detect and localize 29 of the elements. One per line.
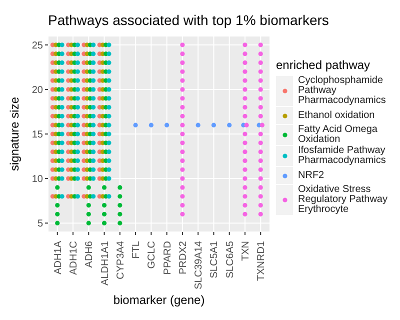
y-tick-label: 15 bbox=[32, 130, 44, 141]
legend-title: enriched pathway bbox=[276, 58, 372, 72]
x-tick-label: SLC6A5 bbox=[224, 240, 236, 278]
legend-label: Oxidative Stress Regulatory Pathway Erythrocyte bbox=[298, 184, 388, 215]
y-axis-title: signature size bbox=[7, 96, 22, 172]
x-tick-label: SLC5A1 bbox=[209, 240, 220, 278]
legend-label: Ethanol oxidation bbox=[298, 110, 375, 120]
x-tick-label: GCLC bbox=[146, 241, 158, 269]
legend-label: Fatty Acid Omega Oxidation bbox=[298, 124, 378, 145]
y-tick-label: 5 bbox=[37, 218, 44, 230]
legend-label: NRF2 bbox=[298, 170, 324, 180]
x-tick-label: FTL bbox=[131, 240, 142, 259]
x-axis-title: biomarker (gene) bbox=[113, 293, 205, 307]
x-tick-label: ADH1C bbox=[68, 241, 80, 275]
legend-label: Ifosfamide Pathway Pharmacodynamics bbox=[298, 145, 387, 166]
x-tick-label: CYP3A4 bbox=[115, 240, 126, 280]
y-tick-label: 10 bbox=[32, 174, 44, 186]
chart-title: Pathways associated with top 1% biomarkers bbox=[48, 12, 329, 28]
legend-label: Cyclophosphamide Pathway Pharmacodynamics bbox=[298, 75, 387, 106]
x-tick-label: PPARD bbox=[162, 241, 174, 275]
x-tick-label: ADH1A bbox=[52, 240, 64, 274]
x-tick-label: TXNRD1 bbox=[256, 240, 268, 282]
y-tick-label: 20 bbox=[32, 85, 44, 96]
y-tick-label: 25 bbox=[32, 40, 44, 52]
x-tick-label: ADH6 bbox=[84, 240, 96, 268]
x-tick-label: ALDH1A1 bbox=[100, 240, 111, 286]
x-tick-label: TXN bbox=[240, 241, 252, 261]
x-tick-label: SLC39A14 bbox=[194, 240, 205, 290]
x-tick-label: PRDX2 bbox=[178, 240, 189, 274]
